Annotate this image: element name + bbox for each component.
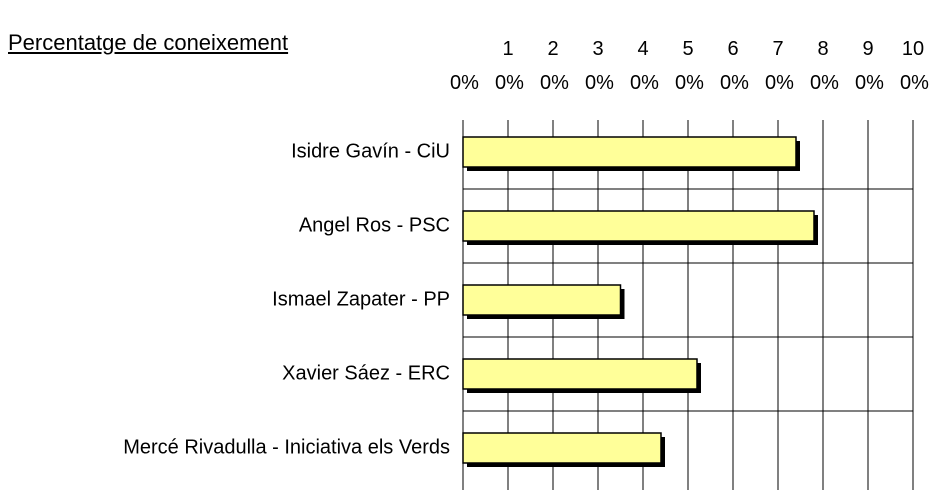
bar: [462, 210, 815, 242]
x-tick-label: 60%: [720, 38, 749, 94]
x-tick-label: 70%: [765, 38, 794, 94]
y-tick-label: Angel Ros - PSC: [299, 214, 450, 236]
y-tick-label: Isidre Gavín - CiU: [291, 140, 450, 162]
x-tick-label: 0%: [450, 72, 479, 94]
bar: [462, 284, 622, 316]
bar: [462, 358, 698, 390]
x-tick-label: 80%: [810, 38, 839, 94]
x-tick-label: 100%: [900, 38, 929, 94]
x-tick-label: 40%: [630, 38, 659, 94]
bar: [462, 432, 662, 464]
x-tick-label: 90%: [855, 38, 884, 94]
x-tick-label: 30%: [585, 38, 614, 94]
bar: [462, 136, 797, 168]
chart-title: Percentatge de coneixement: [8, 30, 289, 55]
y-tick-label: Mercé Rivadulla - Iniciativa els Verds: [123, 436, 450, 458]
x-tick-label: 50%: [675, 38, 704, 94]
y-tick-label: Ismael Zapater - PP: [272, 288, 450, 310]
x-tick-label: 10%: [495, 38, 524, 94]
x-tick-label: 20%: [540, 38, 569, 94]
y-tick-label: Xavier Sáez - ERC: [282, 362, 450, 384]
